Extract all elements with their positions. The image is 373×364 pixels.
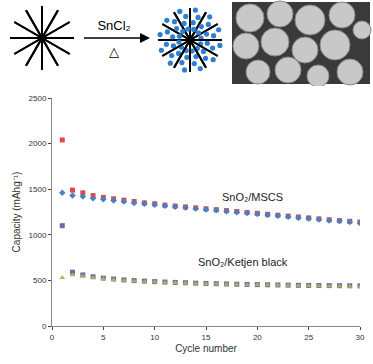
svg-text:Capacity (mAhg⁻¹): Capacity (mAhg⁻¹) [11, 172, 22, 253]
svg-text:1500: 1500 [29, 185, 47, 194]
svg-text:△: △ [109, 44, 119, 59]
svg-text:30: 30 [356, 333, 365, 342]
svg-text:SnO₂/Ketjen black: SnO₂/Ketjen black [198, 256, 288, 268]
svg-text:15: 15 [202, 333, 211, 342]
svg-text:20: 20 [253, 333, 262, 342]
svg-text:2000: 2000 [29, 139, 47, 148]
svg-text:SnCl₂: SnCl₂ [97, 18, 130, 33]
svg-text:25: 25 [304, 333, 313, 342]
svg-text:0: 0 [50, 333, 55, 342]
svg-text:SnO₂/MSCS: SnO₂/MSCS [222, 191, 283, 203]
svg-text:Cycle number: Cycle number [175, 343, 237, 354]
svg-text:5: 5 [101, 333, 106, 342]
svg-text:10: 10 [150, 333, 159, 342]
svg-text:2500: 2500 [29, 94, 47, 103]
svg-text:500: 500 [33, 276, 47, 285]
svg-text:0: 0 [42, 322, 47, 331]
svg-text:1000: 1000 [29, 231, 47, 240]
